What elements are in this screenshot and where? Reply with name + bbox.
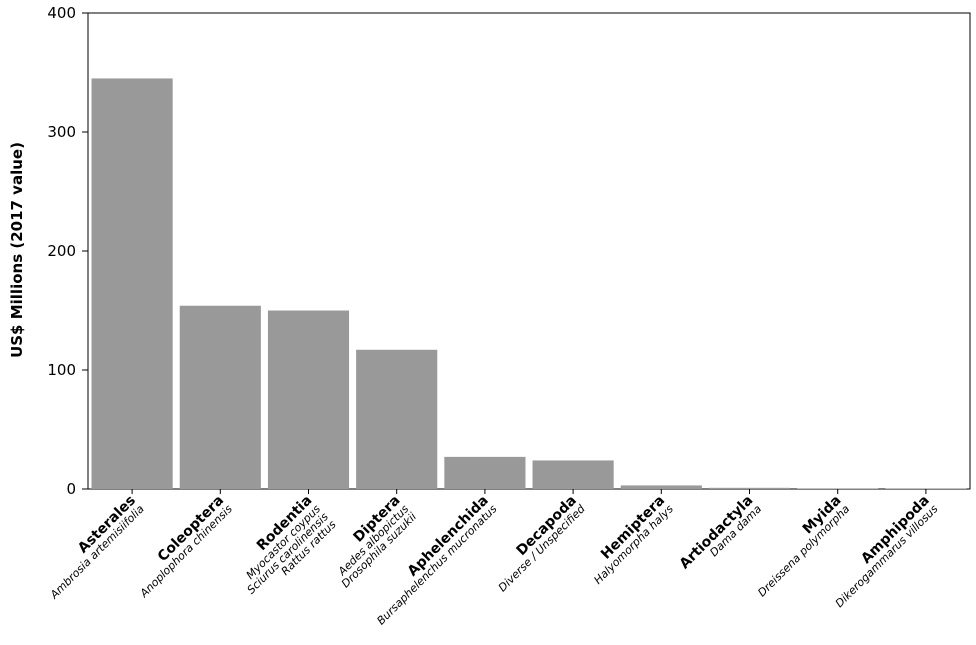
y-tick-label: 0 <box>66 480 76 498</box>
bar <box>179 305 261 489</box>
species-label: Dreissena polymorpha <box>755 502 852 599</box>
bar <box>532 460 614 489</box>
x-tick-label: Aphelenchida <box>405 493 492 580</box>
bar <box>708 487 791 489</box>
x-tick-label: Artiodactyla <box>677 493 757 573</box>
y-axis-label: US$ Millions (2017 value) <box>8 142 26 358</box>
bar <box>885 488 967 489</box>
y-tick-label: 300 <box>47 123 76 141</box>
bar <box>620 485 702 489</box>
bar <box>267 310 350 489</box>
y-tick-label: 200 <box>47 242 76 260</box>
y-tick-label: 100 <box>47 361 76 379</box>
species-label: Anoplophora chinensis <box>137 502 235 600</box>
y-tick-label: 400 <box>47 4 76 22</box>
bar <box>797 488 879 489</box>
bar <box>444 456 526 489</box>
species-label: Ambrosia artemisiifolia <box>47 502 147 602</box>
bar <box>91 78 173 489</box>
species-label: Diverse / Unspecified <box>496 502 589 595</box>
species-label: Dikerogammarus villosus <box>833 502 941 610</box>
bar <box>356 349 438 489</box>
